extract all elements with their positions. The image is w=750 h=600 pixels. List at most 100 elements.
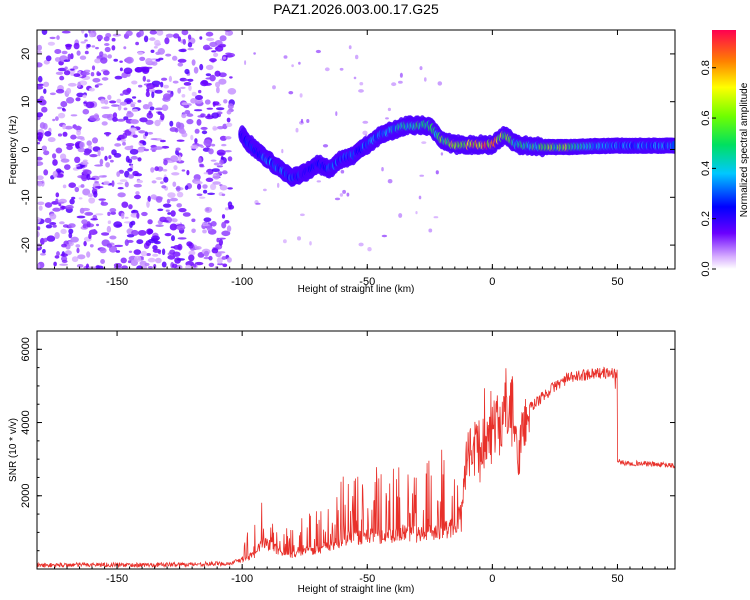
heatmap-noise-cell [222,170,228,175]
heatmap-noise-cell [107,220,112,224]
heatmap-noise-cell [38,205,43,211]
x-tick-label: -50 [359,276,375,288]
heatmap-noise-cell [80,161,89,166]
heatmap-noise-cell [139,117,148,123]
heatmap-noise-cell [176,191,184,198]
colorbar-tick-label: 0.0 [700,261,712,276]
spectrogram-y-label: Frequency (Hz) [8,116,19,185]
heatmap-noise-cell [73,73,81,77]
heatmap-noise-cell [177,58,187,63]
heatmap-noise-cell [191,228,196,234]
heatmap-noise-cell [92,137,98,144]
heatmap-noise-cell [100,57,108,64]
heatmap-noise-cell [138,84,143,88]
heatmap-noise-cell [203,256,210,260]
heatmap-noise-cell [205,64,214,71]
heatmap-noise-cell [60,153,67,160]
heatmap-noise-cell [300,213,305,217]
heatmap-noise-cell [176,224,186,231]
heatmap-noise-cell [163,93,171,101]
heatmap-noise-cell [61,259,68,263]
heatmap-noise-cell [55,147,63,154]
heatmap-noise-cell [167,90,172,93]
heatmap-noise-cell [178,48,187,53]
heatmap-noise-cell [205,177,214,182]
heatmap-noise-cell [346,192,350,197]
heatmap-noise-cell [117,192,126,198]
heatmap-noise-cell [191,59,196,66]
heatmap-noise-cell [59,221,65,225]
heatmap-noise-cell [108,155,112,160]
heatmap-noise-cell [44,131,52,137]
heatmap-noise-cell [172,55,178,61]
heatmap-noise-cell [437,81,443,86]
heatmap-noise-cell [113,263,122,268]
heatmap-noise-cell [185,264,192,269]
heatmap-noise-cell [355,54,359,60]
heatmap-noise-cell [62,184,67,189]
heatmap-noise-cell [113,58,118,62]
heatmap-noise-cell [43,81,50,88]
heatmap-noise-cell [199,163,204,167]
heatmap-noise-cell [52,207,61,212]
heatmap-noise-cell [381,167,384,172]
heatmap-noise-cell [82,94,87,99]
heatmap-noise-cell [244,60,247,65]
colorbar-gradient [712,30,736,269]
heatmap-noise-cell [162,220,169,223]
heatmap-noise-cell [188,250,196,256]
heatmap-noise-cell [37,85,44,90]
heatmap-noise-cell [103,132,112,135]
heatmap-noise-cell [37,175,44,181]
heatmap-noise-cell [219,159,224,165]
heatmap-noise-cell [161,248,166,256]
heatmap-noise-cell [203,189,208,194]
heatmap-noise-cell [152,245,158,251]
heatmap-noise-cell [435,170,439,175]
heatmap-noise-cell [399,72,403,78]
heatmap-noise-cell [415,211,418,215]
heatmap-noise-cell [137,230,147,236]
heatmap-noise-cell [96,71,100,77]
heatmap-noise-cell [193,66,199,74]
heatmap-noise-cell [160,181,164,185]
heatmap-noise-cell [92,78,101,83]
heatmap-noise-cell [37,226,41,231]
heatmap-noise-cell [177,243,183,251]
heatmap-noise-cell [83,152,91,156]
x-tick-label: 0 [489,276,495,288]
heatmap-noise-cell [152,248,162,253]
heatmap-noise-cell [172,263,178,269]
heatmap-noise-cell [206,107,214,110]
heatmap-noise-cell [147,266,153,269]
heatmap-noise-cell [210,159,217,162]
heatmap-noise-cell [339,67,344,71]
heatmap-noise-cell [202,184,208,189]
heatmap-noise-cell [95,213,104,216]
heatmap-noise-cell [171,235,175,242]
heatmap-noise-cell [171,218,178,223]
heatmap-noise-cell [131,80,138,85]
heatmap-noise-cell [111,37,116,42]
heatmap-noise-cell [88,32,95,38]
heatmap-noise-cell [212,127,219,130]
y-tick-label: -20 [20,237,32,253]
heatmap-noise-cell [41,145,47,151]
heatmap-noise-cell [202,229,207,234]
heatmap-noise-cell [130,103,136,108]
heatmap-noise-cell [207,192,216,195]
heatmap-noise-cell [197,183,202,190]
heatmap-noise-cell [163,176,169,183]
heatmap-noise-cell [191,218,196,223]
heatmap-noise-cell [124,239,129,247]
heatmap-noise-cell [83,240,87,247]
heatmap-noise-cell [55,192,60,198]
heatmap-noise-cell [142,104,150,110]
colorbar: 0.0 0.2 0.4 0.6 0.8 Normalized spectral ampl… [700,30,750,277]
heatmap-noise-cell [143,148,149,152]
heatmap-noise-cell [140,250,147,257]
heatmap-noise-cell [57,67,67,72]
heatmap-noise-cell [288,91,294,95]
heatmap-noise-cell [306,119,310,123]
